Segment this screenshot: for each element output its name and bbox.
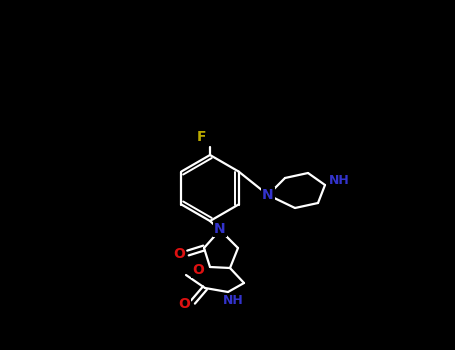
Text: NH: NH xyxy=(329,175,349,188)
Text: O: O xyxy=(192,263,204,277)
Text: O: O xyxy=(178,297,190,311)
Text: F: F xyxy=(197,130,207,144)
Text: NH: NH xyxy=(222,294,243,308)
Text: N: N xyxy=(214,222,226,236)
Text: N: N xyxy=(262,188,274,202)
Text: O: O xyxy=(173,247,185,261)
